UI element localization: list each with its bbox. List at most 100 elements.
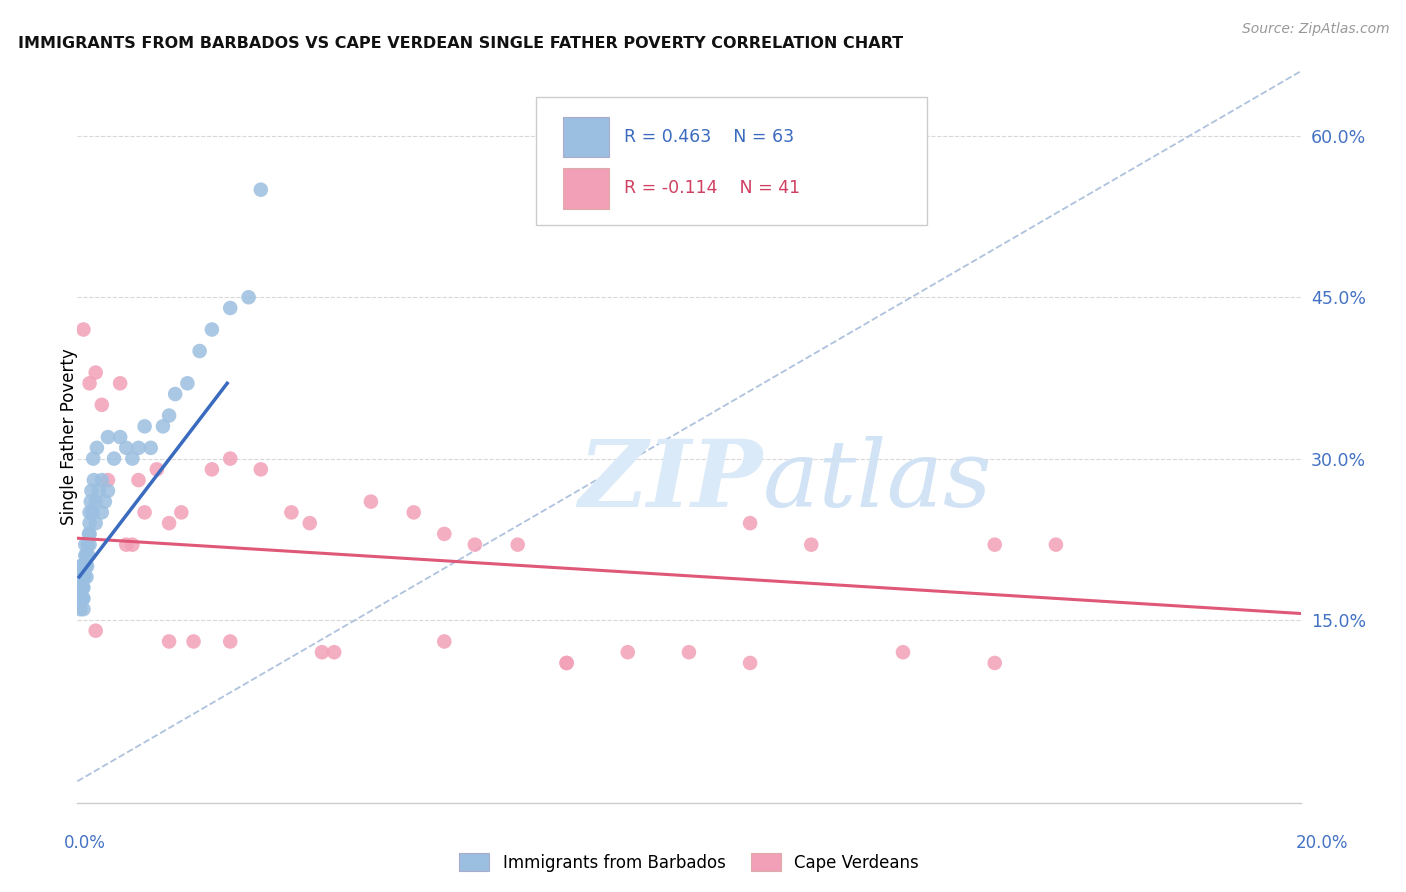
Point — [79, 505, 101, 519]
Point — [69, 602, 91, 616]
Text: R = -0.114    N = 41: R = -0.114 N = 41 — [624, 179, 800, 197]
Point — [80, 494, 103, 508]
Point — [134, 505, 156, 519]
Y-axis label: Single Father Poverty: Single Father Poverty — [60, 349, 77, 525]
Text: IMMIGRANTS FROM BARBADOS VS CAPE VERDEAN SINGLE FATHER POVERTY CORRELATION CHART: IMMIGRANTS FROM BARBADOS VS CAPE VERDEAN… — [18, 36, 904, 51]
Point — [740, 516, 762, 530]
Point — [75, 549, 97, 563]
Text: 0.0%: 0.0% — [63, 834, 105, 852]
Point — [79, 527, 101, 541]
Point — [67, 570, 90, 584]
Point — [72, 322, 94, 336]
Point — [176, 376, 198, 391]
Point — [90, 505, 112, 519]
Point — [188, 344, 211, 359]
Text: Source: ZipAtlas.com: Source: ZipAtlas.com — [1241, 22, 1389, 37]
Point — [219, 301, 242, 315]
Point — [97, 483, 120, 498]
Point — [72, 602, 94, 616]
Point — [238, 290, 260, 304]
Point — [201, 462, 224, 476]
Point — [76, 549, 98, 563]
Point — [75, 538, 97, 552]
Text: ZIP: ZIP — [578, 436, 762, 526]
Point — [146, 462, 169, 476]
Point — [128, 473, 150, 487]
Point — [617, 645, 640, 659]
Point — [69, 591, 91, 606]
Point — [76, 570, 98, 584]
Point — [157, 634, 180, 648]
Point — [121, 538, 143, 552]
Point — [72, 591, 94, 606]
Legend: Immigrants from Barbados, Cape Verdeans: Immigrants from Barbados, Cape Verdeans — [453, 847, 925, 879]
Point — [250, 462, 273, 476]
Point — [79, 376, 101, 391]
Point — [433, 527, 456, 541]
Point — [75, 559, 97, 574]
FancyBboxPatch shape — [562, 169, 609, 209]
Point — [402, 505, 425, 519]
Point — [82, 505, 104, 519]
Point — [90, 473, 112, 487]
Point — [108, 430, 131, 444]
Point — [152, 419, 174, 434]
Point — [84, 494, 107, 508]
Point — [157, 409, 180, 423]
Point — [70, 581, 93, 595]
FancyBboxPatch shape — [562, 117, 609, 157]
Point — [70, 581, 93, 595]
Point — [97, 473, 120, 487]
Point — [86, 441, 108, 455]
Point — [678, 645, 700, 659]
Point — [128, 441, 150, 455]
Point — [121, 451, 143, 466]
Point — [1045, 538, 1067, 552]
Point — [73, 570, 96, 584]
Point — [72, 591, 94, 606]
Point — [219, 634, 242, 648]
Point — [433, 634, 456, 648]
Point — [555, 656, 578, 670]
Point — [97, 430, 120, 444]
Point — [115, 441, 138, 455]
Point — [464, 538, 486, 552]
Point — [201, 322, 224, 336]
Point — [76, 538, 98, 552]
Point — [323, 645, 346, 659]
Text: R = 0.463    N = 63: R = 0.463 N = 63 — [624, 128, 794, 146]
Point — [70, 570, 93, 584]
Point — [72, 559, 94, 574]
Point — [139, 441, 162, 455]
Point — [72, 570, 94, 584]
Point — [76, 559, 98, 574]
Text: atlas: atlas — [762, 436, 991, 526]
Point — [984, 656, 1007, 670]
Point — [115, 538, 138, 552]
Point — [69, 559, 91, 574]
Point — [157, 516, 180, 530]
Point — [555, 656, 578, 670]
Point — [79, 516, 101, 530]
Point — [891, 645, 914, 659]
Point — [80, 483, 103, 498]
Point — [250, 183, 273, 197]
Point — [82, 451, 104, 466]
Point — [83, 473, 105, 487]
Point — [170, 505, 193, 519]
Point — [740, 656, 762, 670]
Point — [183, 634, 205, 648]
FancyBboxPatch shape — [536, 97, 928, 225]
Point — [94, 494, 117, 508]
Point — [108, 376, 131, 391]
Point — [298, 516, 321, 530]
Point — [219, 451, 242, 466]
Point — [360, 494, 382, 508]
Point — [165, 387, 187, 401]
Point — [70, 559, 93, 574]
Text: 20.0%: 20.0% — [1295, 834, 1348, 852]
Point — [506, 538, 529, 552]
Point — [70, 591, 93, 606]
Point — [984, 538, 1007, 552]
Point — [311, 645, 333, 659]
